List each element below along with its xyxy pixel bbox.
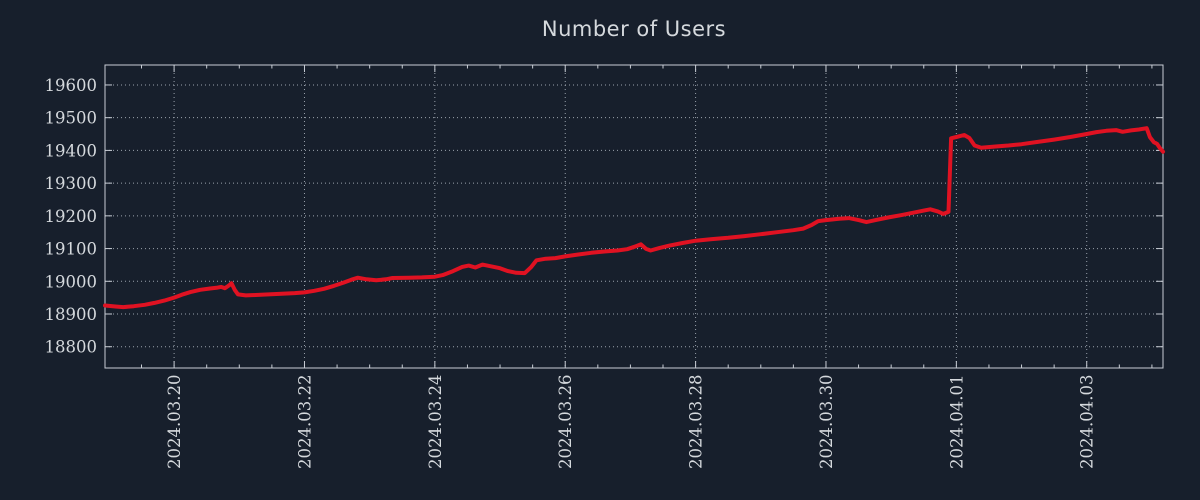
plot-border bbox=[104, 64, 1164, 369]
x-tick-label: 2024.04.01 bbox=[947, 375, 966, 469]
y-tick-label: 19500 bbox=[45, 109, 98, 128]
y-tick-label: 19000 bbox=[45, 272, 98, 291]
y-tick-label: 19100 bbox=[45, 240, 98, 259]
y-tick-label: 19300 bbox=[45, 174, 98, 193]
x-tick-label: 2024.03.24 bbox=[426, 375, 445, 469]
x-tick-label: 2024.04.03 bbox=[1078, 375, 1097, 469]
x-tick-label: 2024.03.30 bbox=[817, 375, 836, 469]
x-tick-label: 2024.03.20 bbox=[165, 375, 184, 469]
x-tick-label: 2024.03.28 bbox=[687, 375, 706, 469]
gridlines bbox=[105, 65, 1163, 368]
y-tick-label: 19200 bbox=[45, 207, 98, 226]
y-tick-label: 19400 bbox=[45, 141, 98, 160]
y-tick-label: 18800 bbox=[45, 338, 98, 357]
x-tick-label: 2024.03.22 bbox=[295, 375, 314, 469]
y-tick-labels: 18800 18900 19000 19100 19200 19300 19400 19500… bbox=[45, 76, 98, 357]
y-tick-label: 18900 bbox=[45, 305, 98, 324]
chart-title: Number of Users bbox=[541, 17, 727, 41]
axis-ticks bbox=[105, 65, 1163, 368]
y-tick-label: 19600 bbox=[45, 76, 98, 95]
x-tick-labels: 2024.03.20 2024.03.22 2024.03.24 2024.03.26… bbox=[165, 375, 1097, 469]
users-series-line bbox=[103, 126, 1165, 310]
x-tick-label: 2024.03.26 bbox=[556, 375, 575, 469]
